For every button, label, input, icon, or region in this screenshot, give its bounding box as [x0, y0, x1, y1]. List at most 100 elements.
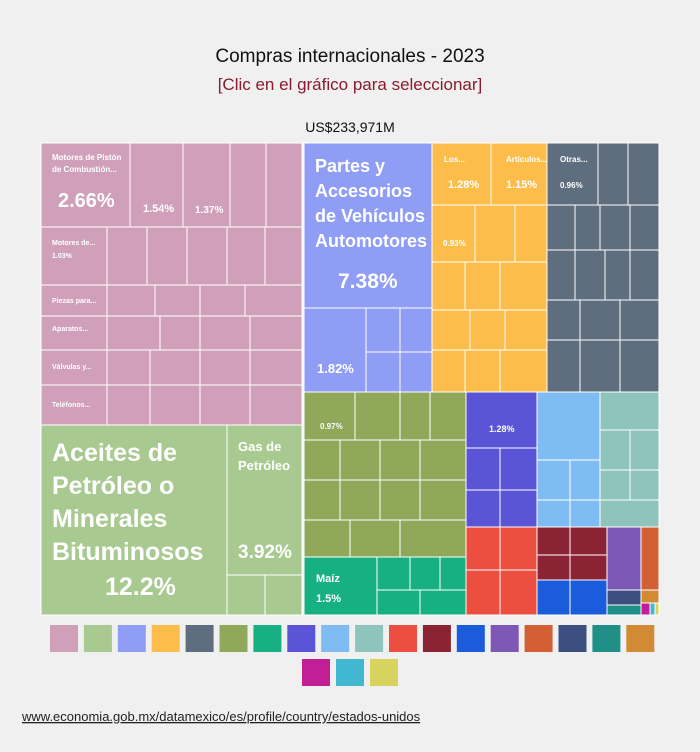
- tile[interactable]: [40, 284, 108, 317]
- sub-tile[interactable]: [106, 349, 151, 386]
- legend-swatch[interactable]: [558, 625, 587, 652]
- sub-tile[interactable]: [569, 459, 601, 501]
- sub-tile[interactable]: [629, 249, 660, 301]
- sub-tile[interactable]: [597, 142, 629, 206]
- sub-tile[interactable]: [376, 556, 411, 591]
- sub-tile[interactable]: [354, 391, 401, 441]
- sub-tile[interactable]: [249, 349, 303, 386]
- legend-swatch[interactable]: [219, 625, 248, 652]
- sub-tile[interactable]: [106, 384, 151, 426]
- sub-tile[interactable]: [546, 249, 576, 301]
- legend-swatch[interactable]: [336, 659, 364, 686]
- sub-tile[interactable]: [399, 351, 433, 393]
- legend-swatch[interactable]: [626, 625, 655, 652]
- legend-swatch[interactable]: [253, 625, 282, 652]
- legend-swatch[interactable]: [287, 625, 316, 652]
- sub-tile[interactable]: [226, 574, 266, 616]
- tile[interactable]: [303, 142, 433, 309]
- sub-tile[interactable]: [339, 479, 381, 521]
- sub-tile[interactable]: [464, 261, 501, 311]
- sub-tile[interactable]: [599, 469, 631, 501]
- tile[interactable]: [546, 142, 599, 206]
- tile[interactable]: [182, 142, 231, 228]
- sub-tile[interactable]: [619, 299, 660, 341]
- sub-tile[interactable]: [439, 556, 467, 591]
- sub-tile[interactable]: [249, 384, 303, 426]
- sub-tile[interactable]: [303, 439, 341, 481]
- tile[interactable]: [40, 349, 108, 386]
- sub-tile[interactable]: [339, 439, 381, 481]
- sub-tile[interactable]: [474, 204, 516, 263]
- sub-tile[interactable]: [579, 299, 621, 341]
- sub-tile[interactable]: [106, 226, 148, 286]
- sub-tile[interactable]: [146, 226, 188, 286]
- legend-swatch[interactable]: [490, 625, 519, 652]
- sub-tile[interactable]: [546, 204, 576, 251]
- sub-tile[interactable]: [226, 226, 266, 286]
- tile[interactable]: [431, 142, 492, 206]
- sub-tile[interactable]: [303, 479, 341, 521]
- tile[interactable]: [40, 384, 108, 426]
- legend-swatch[interactable]: [370, 659, 398, 686]
- sub-tile[interactable]: [159, 315, 201, 351]
- tile[interactable]: [303, 307, 367, 393]
- sub-tile[interactable]: [465, 489, 501, 528]
- sub-tile[interactable]: [199, 284, 246, 317]
- sub-tile[interactable]: [499, 447, 538, 491]
- sub-tile[interactable]: [264, 574, 303, 616]
- sub-tile[interactable]: [303, 519, 351, 558]
- sub-tile[interactable]: [536, 526, 571, 556]
- sub-tile[interactable]: [629, 429, 660, 471]
- sub-tile[interactable]: [249, 315, 303, 351]
- sub-tile[interactable]: [431, 261, 466, 311]
- sub-tile[interactable]: [499, 261, 548, 311]
- sub-tile[interactable]: [546, 339, 581, 393]
- tile[interactable]: [40, 142, 131, 228]
- sub-tile[interactable]: [431, 349, 466, 393]
- sub-tile[interactable]: [569, 526, 608, 556]
- sub-tile[interactable]: [536, 554, 571, 581]
- sub-tile[interactable]: [574, 204, 601, 251]
- tile[interactable]: [303, 391, 356, 441]
- sub-tile[interactable]: [599, 204, 631, 251]
- sub-tile[interactable]: [376, 589, 421, 616]
- source-link[interactable]: www.economia.gob.mx/datamexico/es/profil…: [21, 709, 421, 724]
- sub-tile[interactable]: [469, 309, 506, 351]
- sub-tile[interactable]: [349, 519, 401, 558]
- sub-tile[interactable]: [504, 309, 548, 351]
- legend-swatch[interactable]: [321, 625, 350, 652]
- sub-tile[interactable]: [431, 309, 471, 351]
- legend-swatch[interactable]: [592, 625, 621, 652]
- sub-tile[interactable]: [569, 579, 608, 616]
- sub-tile[interactable]: [574, 249, 606, 301]
- sub-tile[interactable]: [419, 589, 467, 616]
- sub-tile[interactable]: [365, 351, 401, 393]
- tile[interactable]: [431, 204, 476, 263]
- sub-tile[interactable]: [106, 284, 156, 317]
- legend-swatch[interactable]: [422, 625, 451, 652]
- sub-tile[interactable]: [569, 554, 608, 581]
- sub-tile[interactable]: [365, 307, 401, 353]
- sub-tile[interactable]: [536, 391, 601, 461]
- sub-tile[interactable]: [599, 499, 660, 528]
- legend-swatch[interactable]: [83, 625, 112, 652]
- sub-tile[interactable]: [499, 349, 548, 393]
- sub-tile[interactable]: [465, 447, 501, 491]
- sub-tile[interactable]: [419, 479, 467, 521]
- sub-tile[interactable]: [465, 526, 501, 571]
- sub-tile[interactable]: [199, 349, 251, 386]
- tile[interactable]: [129, 142, 184, 228]
- sub-tile[interactable]: [149, 384, 201, 426]
- legend-swatch[interactable]: [524, 625, 553, 652]
- sub-tile[interactable]: [627, 142, 660, 206]
- treemap[interactable]: Motores de Pistón de Combustión... 2.66% 1.…: [40, 142, 660, 616]
- sub-tile[interactable]: [399, 307, 433, 353]
- sub-tile[interactable]: [409, 556, 441, 591]
- sub-tile[interactable]: [604, 249, 631, 301]
- sub-tile[interactable]: [154, 284, 201, 317]
- sub-tile[interactable]: [106, 315, 161, 351]
- sub-tile[interactable]: [499, 569, 538, 616]
- sub-tile[interactable]: [379, 479, 421, 521]
- sub-tile[interactable]: [599, 429, 631, 471]
- sub-tile[interactable]: [199, 384, 251, 426]
